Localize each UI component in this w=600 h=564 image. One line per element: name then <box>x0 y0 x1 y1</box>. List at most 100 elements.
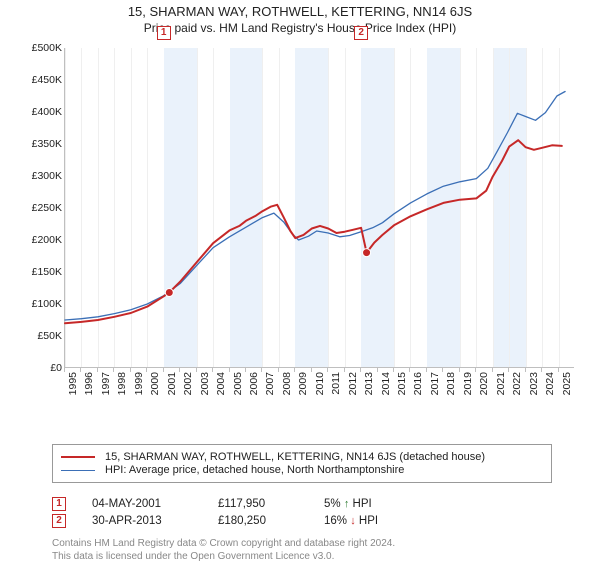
event-row: 1 04-MAY-2001 £117,950 5% ↑ HPI <box>52 497 572 511</box>
x-tick-label: 2025 <box>561 372 573 395</box>
arrow-icon: ↓ <box>350 515 356 527</box>
legend: 15, SHARMAN WAY, ROTHWELL, KETTERING, NN… <box>52 444 552 483</box>
x-axis: 1995199619971998199920002001200220032004… <box>64 368 574 393</box>
x-tick-label: 2007 <box>264 372 276 395</box>
x-tick-label: 2004 <box>215 372 227 395</box>
x-tick-mark <box>179 368 180 372</box>
x-tick-mark <box>212 368 213 372</box>
x-tick-label: 2018 <box>445 372 457 395</box>
x-tick-label: 2009 <box>297 372 309 395</box>
event-price: £117,950 <box>218 498 298 510</box>
x-tick-label: 2005 <box>232 372 244 395</box>
x-tick-mark <box>475 368 476 372</box>
event-marker-box: 2 <box>354 26 368 40</box>
x-tick-mark <box>278 368 279 372</box>
event-date: 30-APR-2013 <box>92 515 192 527</box>
x-tick-mark <box>146 368 147 372</box>
x-tick-mark <box>97 368 98 372</box>
y-tick-label: £350K <box>18 138 62 150</box>
x-tick-mark <box>294 368 295 372</box>
x-tick-mark <box>442 368 443 372</box>
x-tick-label: 2003 <box>199 372 211 395</box>
events-table: 1 04-MAY-2001 £117,950 5% ↑ HPI 2 30-APR-2013… <box>52 494 572 531</box>
x-tick-mark <box>541 368 542 372</box>
attribution-footer: Contains HM Land Registry data © Crown c… <box>52 538 572 563</box>
y-tick-label: £0 <box>18 362 62 374</box>
x-tick-label: 2019 <box>462 372 474 395</box>
x-tick-mark <box>558 368 559 372</box>
y-tick-label: £100K <box>18 298 62 310</box>
chart-area: £0 £50K £100K £150K £200K £250K £300K £350K £400… <box>18 48 578 393</box>
event-marker-box: 1 <box>157 26 171 40</box>
x-tick-mark <box>360 368 361 372</box>
legend-swatch <box>61 456 95 458</box>
x-tick-mark <box>163 368 164 372</box>
x-tick-label: 2023 <box>528 372 540 395</box>
x-tick-mark <box>113 368 114 372</box>
series-line <box>65 92 565 321</box>
y-tick-label: £200K <box>18 234 62 246</box>
event-marker-box: 1 <box>52 497 66 511</box>
chart-subtitle: Price paid vs. HM Land Registry's House … <box>0 21 600 35</box>
event-pct: 16% ↓ HPI <box>324 515 414 527</box>
arrow-icon: ↑ <box>344 498 350 510</box>
x-tick-label: 2002 <box>182 372 194 395</box>
footer-line: This data is licensed under the Open Gov… <box>52 551 572 564</box>
event-pct: 5% ↑ HPI <box>324 498 414 510</box>
x-tick-label: 2021 <box>495 372 507 395</box>
x-tick-mark <box>459 368 460 372</box>
x-tick-label: 2000 <box>149 372 161 395</box>
legend-swatch <box>61 470 95 471</box>
x-tick-label: 2010 <box>314 372 326 395</box>
x-tick-mark <box>409 368 410 372</box>
x-tick-label: 2006 <box>248 372 260 395</box>
y-tick-label: £50K <box>18 330 62 342</box>
y-tick-label: £150K <box>18 266 62 278</box>
y-tick-label: £500K <box>18 42 62 54</box>
x-tick-mark <box>344 368 345 372</box>
x-tick-mark <box>64 368 65 372</box>
x-tick-mark <box>525 368 526 372</box>
x-tick-mark <box>130 368 131 372</box>
x-tick-mark <box>229 368 230 372</box>
x-tick-mark <box>393 368 394 372</box>
x-tick-mark <box>80 368 81 372</box>
x-tick-label: 2013 <box>363 372 375 395</box>
plot: 12 <box>64 48 574 368</box>
chart-title: 15, SHARMAN WAY, ROTHWELL, KETTERING, NN… <box>0 4 600 19</box>
x-tick-label: 2016 <box>412 372 424 395</box>
x-tick-mark <box>508 368 509 372</box>
footer-line: Contains HM Land Registry data © Crown c… <box>52 538 572 551</box>
x-tick-label: 2024 <box>544 372 556 395</box>
x-tick-label: 2012 <box>347 372 359 395</box>
x-tick-mark <box>426 368 427 372</box>
x-tick-label: 2001 <box>166 372 178 395</box>
y-tick-label: £450K <box>18 74 62 86</box>
x-tick-mark <box>245 368 246 372</box>
event-marker-box: 2 <box>52 514 66 528</box>
x-tick-mark <box>261 368 262 372</box>
legend-row: HPI: Average price, detached house, Nort… <box>61 464 543 476</box>
x-tick-label: 2022 <box>511 372 523 395</box>
x-tick-label: 2014 <box>380 372 392 395</box>
legend-label: HPI: Average price, detached house, Nort… <box>105 464 404 476</box>
legend-row: 15, SHARMAN WAY, ROTHWELL, KETTERING, NN… <box>61 451 543 463</box>
event-dot <box>363 249 371 257</box>
x-tick-mark <box>492 368 493 372</box>
event-date: 04-MAY-2001 <box>92 498 192 510</box>
y-tick-label: £400K <box>18 106 62 118</box>
x-tick-label: 2015 <box>396 372 408 395</box>
x-tick-mark <box>196 368 197 372</box>
series-line <box>65 140 562 323</box>
x-tick-mark <box>377 368 378 372</box>
y-tick-label: £250K <box>18 202 62 214</box>
legend-label: 15, SHARMAN WAY, ROTHWELL, KETTERING, NN… <box>105 451 485 463</box>
x-tick-label: 2008 <box>281 372 293 395</box>
x-tick-label: 2011 <box>330 372 342 395</box>
event-dot <box>165 289 173 297</box>
x-tick-label: 2020 <box>478 372 490 395</box>
event-price: £180,250 <box>218 515 298 527</box>
x-tick-label: 1995 <box>67 372 79 395</box>
y-tick-label: £300K <box>18 170 62 182</box>
event-row: 2 30-APR-2013 £180,250 16% ↓ HPI <box>52 514 572 528</box>
